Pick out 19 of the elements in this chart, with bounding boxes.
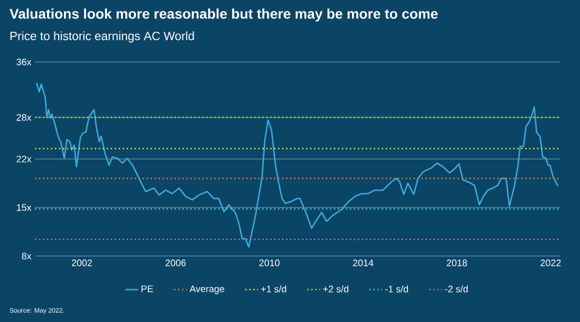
chart-title: Valuations look more reasonable but there may be more to come — [10, 8, 438, 22]
legend-label: PE — [142, 286, 154, 292]
x-tick-label: 2018 — [446, 260, 467, 266]
y-tick-label: 22x — [16, 156, 32, 162]
legend-label: Average — [190, 286, 224, 294]
y-tick-label: 36x — [16, 58, 32, 66]
y-tick-label: 28x — [16, 114, 32, 121]
legend-label: -1 s/d — [385, 285, 408, 292]
legend-label: -2 s/d — [445, 285, 468, 292]
x-tick-label: 2022 — [540, 260, 561, 266]
legend-label: +1 s/d — [261, 285, 286, 292]
x-tick-label: 2006 — [166, 260, 186, 266]
y-tick-label: 8x — [22, 252, 32, 260]
x-tick-label: 2014 — [353, 260, 374, 266]
y-tick-label: 15x — [16, 204, 32, 211]
legend-label: +2 s/d — [323, 285, 348, 292]
x-tick-label: 2010 — [259, 260, 280, 266]
chart-subtitle: Price to historic earnings AC World — [10, 31, 194, 43]
x-tick-label: 2002 — [72, 260, 92, 266]
